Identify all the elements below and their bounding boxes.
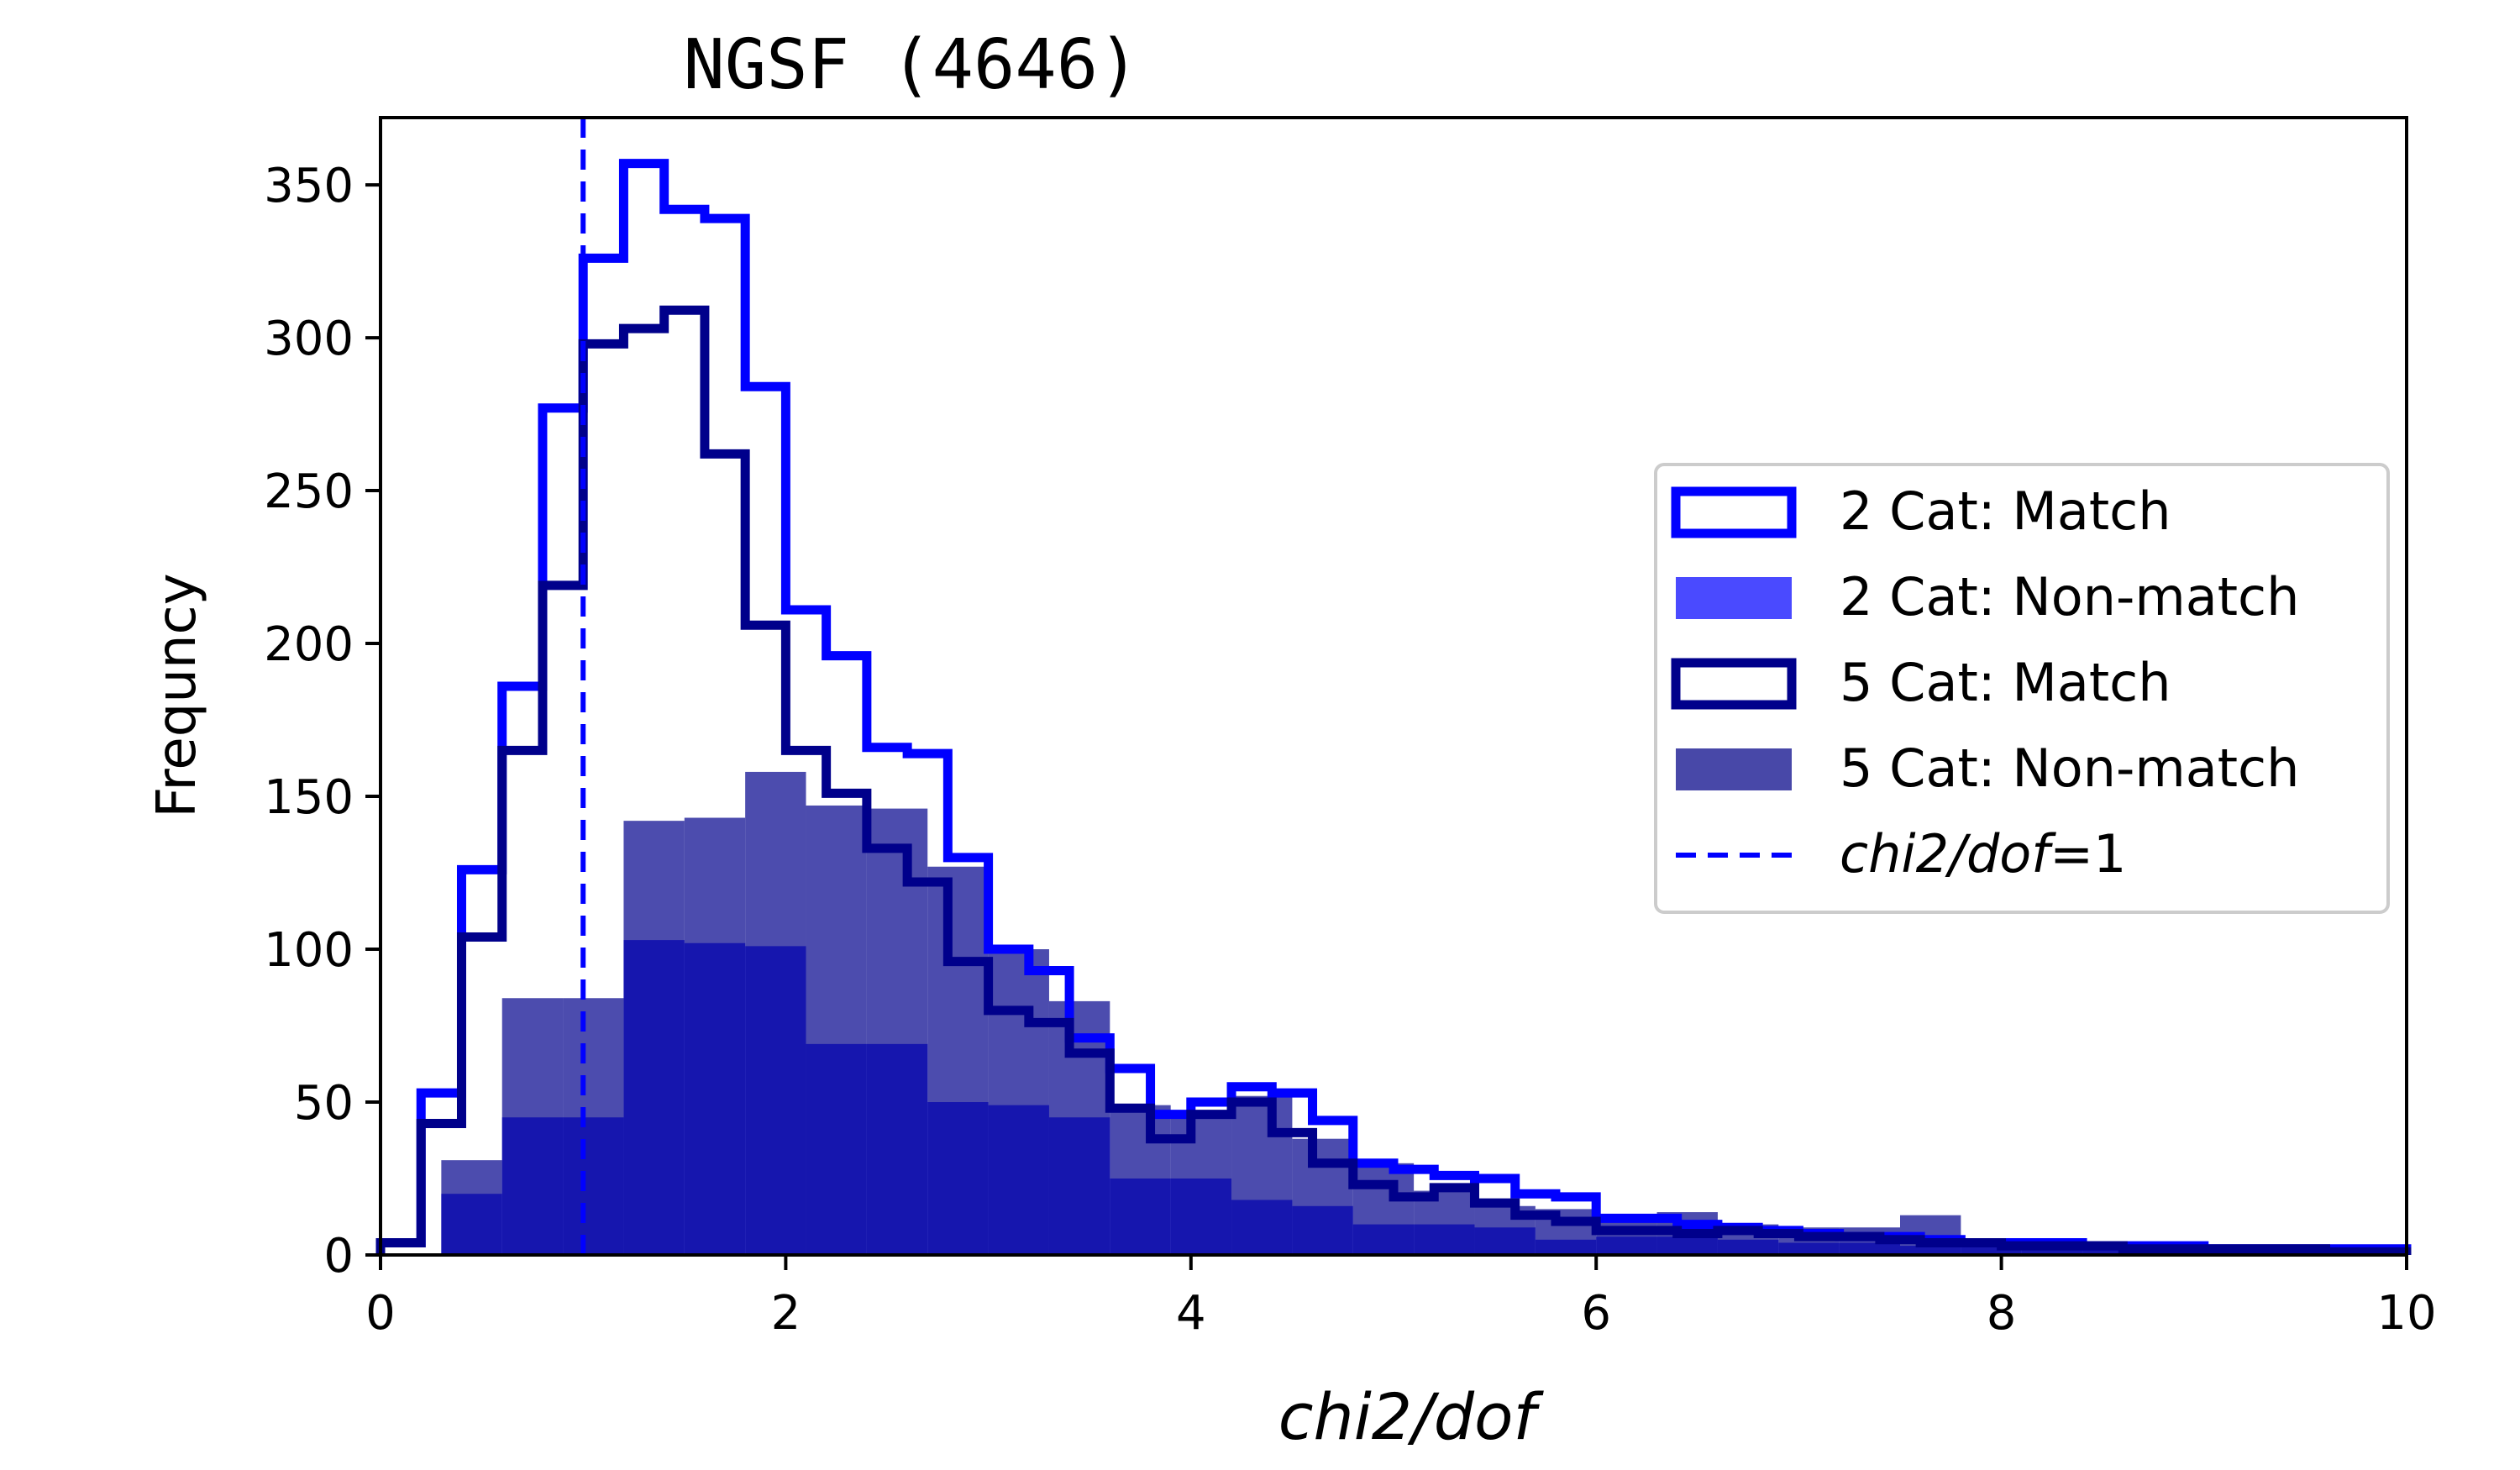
x-tick-label: 8 (1987, 1286, 2017, 1341)
y-axis-ticks: 0 50 100 150 200 250 300 350 (264, 159, 381, 1284)
step-5-cat-match (375, 305, 2412, 1257)
y-tick-label: 350 (264, 159, 354, 213)
legend-swatch-5cat-nonmatch (1676, 748, 1792, 790)
x-tick-label: 4 (1176, 1286, 1206, 1341)
legend: 2 Cat: Match 2 Cat: Non-match 5 Cat: Mat… (1654, 463, 2390, 914)
x-tick-label: 6 (1581, 1286, 1611, 1341)
y-tick-label: 100 (264, 923, 354, 978)
bar-5-cat-non-match-1 (501, 998, 564, 1255)
plot-frame (379, 116, 2408, 1257)
x-tick-label: 10 (2376, 1286, 2436, 1341)
y-tick-label: 50 (294, 1076, 354, 1131)
legend-label-2cat-match: 2 Cat: Match (1840, 480, 2171, 542)
x-axis-label: chi2/dof (1278, 1379, 1545, 1454)
bar-5-cat-non-match-5 (745, 771, 806, 1255)
bar-5-cat-non-match-15 (1352, 1163, 1415, 1255)
legend-label-2cat-nonmatch: 2 Cat: Non-match (1840, 566, 2299, 627)
bar-5-cat-non-match-4 (684, 817, 746, 1255)
bar-5-cat-non-match-7 (866, 808, 928, 1255)
chart-title: NGSF (4646) (683, 25, 1139, 105)
legend-swatch-2cat-match (1671, 486, 1797, 538)
y-tick-label: 150 (264, 770, 354, 825)
legend-box (1654, 463, 2390, 914)
bar-5-cat-non-match-10 (1048, 1000, 1110, 1255)
bar-5-cat-non-match-2 (563, 998, 624, 1255)
bar-5-cat-non-match-14 (1292, 1138, 1353, 1255)
y-tick-label: 0 (323, 1229, 354, 1284)
bar-5-cat-non-match-8 (927, 866, 989, 1255)
plot-area (375, 118, 2412, 1257)
y-tick-label: 300 (264, 312, 354, 366)
match-steps (375, 159, 2412, 1257)
bar-5-cat-non-match-3 (623, 821, 685, 1255)
legend-label-5cat-match: 5 Cat: Match (1840, 652, 2171, 713)
legend-swatch-2cat-nonmatch (1676, 577, 1792, 619)
x-tick-label: 2 (771, 1286, 801, 1341)
y-tick-label: 200 (264, 617, 354, 672)
y-axis-label: Frequncy (146, 573, 208, 817)
bar-5-cat-non-match-19 (1596, 1218, 1657, 1255)
bar-5-cat-non-match-9 (988, 949, 1049, 1255)
y-tick-label: 250 (264, 465, 354, 519)
x-tick-label: 0 (365, 1286, 396, 1341)
bar-5-cat-non-match-13 (1231, 1095, 1293, 1255)
x-axis-ticks: 0 2 4 6 8 10 (365, 1255, 2437, 1341)
bar-5-cat-non-match-11 (1110, 1105, 1171, 1255)
bar-5-cat-non-match-6 (806, 805, 867, 1255)
bar-5-cat-non-match-0 (441, 1160, 502, 1255)
legend-label-5cat-nonmatch: 5 Cat: Non-match (1840, 738, 2299, 799)
legend-label-refline: chi2/dof=1 (1840, 823, 2126, 885)
legend-swatch-5cat-match (1671, 658, 1797, 710)
legend-label-refline-suffix: =1 (2050, 823, 2126, 885)
legend-label-refline-italic: chi2/dof (1840, 823, 2056, 885)
